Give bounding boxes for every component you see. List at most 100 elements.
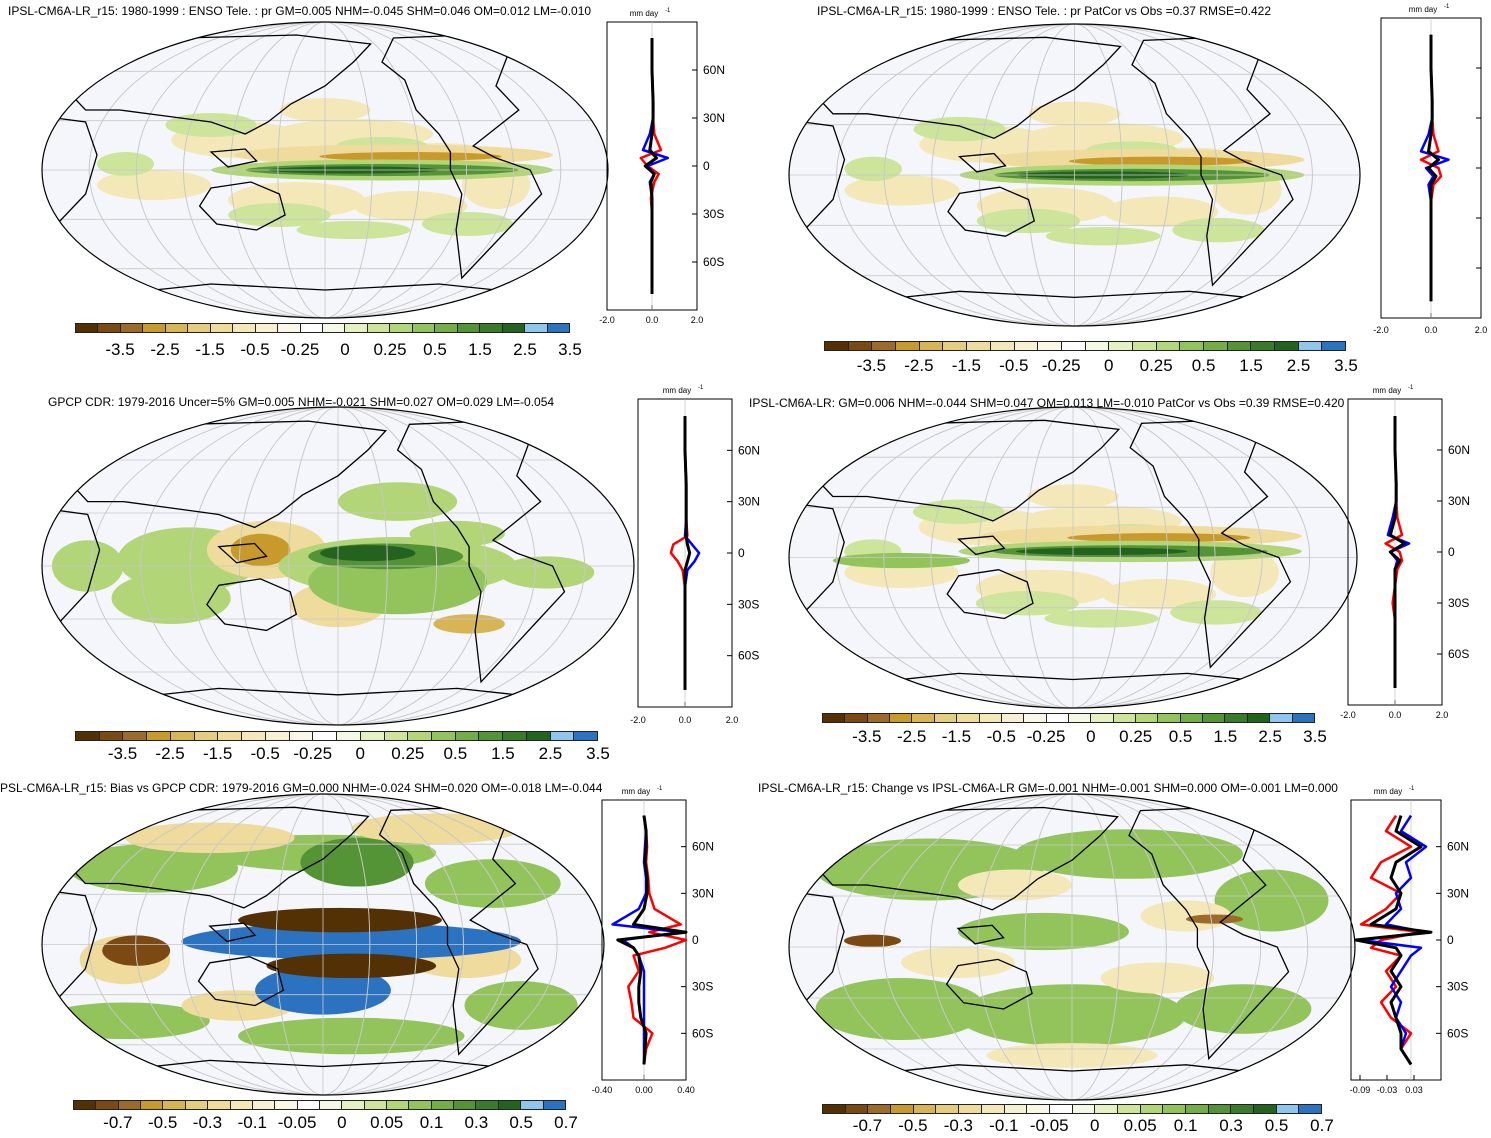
panel-3: GPCP CDR: 1979-2016 Uncer=5% GM=0.005 NH…	[0, 385, 760, 770]
colorbar-labels: -0.7 -0.5 -0.3 -0.1 -0.05 0 0.05 0.1 0.3 0.5 0.7	[822, 1116, 1334, 1138]
colorbar-cell	[210, 324, 234, 332]
colorbar-cell	[387, 1101, 410, 1109]
x-tick-label: -2.0	[599, 315, 615, 325]
colorbar-cell	[990, 342, 1015, 350]
graticule	[42, 407, 634, 725]
map-border	[41, 21, 609, 319]
colorbar-cell	[1231, 1105, 1255, 1113]
lat-label: 0	[692, 933, 699, 947]
colorbar-cell	[1156, 342, 1181, 350]
colorbar-tick-label: -0.25	[293, 744, 333, 763]
x-tick-label: 2.0	[1436, 710, 1449, 720]
colorbar-cell	[367, 324, 391, 332]
units-label: mm day	[663, 386, 691, 395]
colorbar-cell	[265, 732, 290, 740]
colorbar-cell	[845, 1105, 869, 1113]
colorbar-tick-label: -0.25	[280, 340, 320, 359]
colorbar-tick-label: -0.05	[277, 1113, 317, 1132]
colorbar-tick-label: -0.5	[986, 727, 1016, 746]
graticule	[789, 407, 1357, 708]
colorbar-cell	[170, 732, 195, 740]
anomaly-patch	[464, 981, 578, 1030]
colorbar-tick-label: 0.25	[1119, 727, 1153, 746]
x-tick-label: 2.0	[726, 715, 739, 725]
profile-series-black	[683, 416, 692, 690]
anomaly-patch	[1172, 217, 1265, 243]
colorbar-tick-label: 0.5	[1191, 356, 1216, 375]
lat-label: 30N	[703, 111, 725, 125]
colorbar-tick-label: -1.5	[202, 744, 233, 763]
lat-label: 0	[738, 546, 745, 560]
colorbar-cell	[823, 1105, 846, 1113]
colorbar-cell	[364, 1101, 388, 1109]
zonal-mean-profile: mm day -1 60N 30N 0 30S 60S -0.09 -0.03 0.03	[1350, 786, 1469, 1095]
profile-series-red	[627, 815, 688, 1065]
colorbar-cell	[230, 1101, 253, 1109]
colorbar-cell	[1038, 342, 1062, 350]
colorbar-cell	[1203, 714, 1226, 722]
anomaly-patch	[901, 947, 1015, 978]
colorbar-cell	[322, 324, 346, 332]
anomaly-patch	[844, 934, 901, 947]
anomaly-patch	[97, 152, 154, 176]
colorbar-tick-label: -0.5	[250, 744, 280, 763]
anomaly-patch	[97, 170, 211, 200]
colorbar-cell	[913, 1105, 937, 1113]
colorbar-tick-label: -0.05	[1029, 1116, 1069, 1135]
colorbar-cell	[1046, 714, 1069, 722]
colorbar-cell	[1085, 342, 1110, 350]
anomaly-patch	[421, 212, 514, 236]
x-tick-label: 0.03	[1405, 1085, 1423, 1095]
lat-label: 30N	[1447, 886, 1469, 900]
anomaly-patch	[433, 614, 505, 634]
anomaly-patch	[1015, 547, 1188, 556]
profile-series-blue	[683, 416, 701, 690]
graticule	[789, 794, 1355, 1100]
lat-label: 60S	[703, 255, 724, 269]
colorbar-cell	[99, 732, 124, 740]
colorbar-cell	[547, 324, 569, 332]
colorbar-cell	[890, 714, 913, 722]
colorbar-cell	[1163, 1105, 1186, 1113]
colorbar-tick-label: -0.3	[192, 1113, 223, 1132]
x-tick-label: 0.00	[635, 1085, 653, 1095]
colorbar-cell	[118, 1101, 142, 1109]
anomaly-patch	[1044, 609, 1159, 628]
colorbar-tick-label: 0.5	[1168, 727, 1193, 746]
colorbar-cell	[147, 732, 171, 740]
colorbar-cell	[188, 324, 211, 332]
x-tick-label: -0.40	[592, 1085, 613, 1095]
colorbar-cell	[1095, 1105, 1118, 1113]
colorbar-cell	[1068, 714, 1092, 722]
colorbar-cell	[934, 714, 958, 722]
colorbar-cell	[943, 342, 968, 350]
colorbar-cell	[981, 1105, 1005, 1113]
units-label: mm day	[1409, 5, 1437, 14]
profile-series-black	[1354, 815, 1433, 1066]
colorbar-cell	[384, 732, 409, 740]
anomaly-patch	[844, 156, 902, 182]
units-exponent: -1	[1444, 4, 1450, 10]
lat-label: 60S	[1447, 1026, 1468, 1040]
x-tick-label: 0.0	[1389, 710, 1402, 720]
anomaly-patch	[832, 552, 971, 569]
profile-series-black	[1427, 34, 1440, 302]
graticule	[789, 24, 1360, 326]
colorbar-cell	[1275, 342, 1299, 350]
map-border	[41, 406, 635, 726]
colorbar-tick-label: 3.5	[586, 744, 610, 763]
colorbar-cell	[143, 324, 166, 332]
colorbar-tick-label: 0.5	[509, 1113, 533, 1132]
colorbar-cell	[1049, 1105, 1073, 1113]
colorbar-tick-label: -2.5	[904, 356, 934, 375]
x-tick-label: -0.03	[1377, 1085, 1398, 1095]
colorbar-cell	[96, 1101, 119, 1109]
colorbar-cell	[218, 732, 243, 740]
colorbar-tick-label: 0.3	[1219, 1116, 1243, 1135]
colorbar-cell	[525, 324, 548, 332]
x-tick-label: -2.0	[630, 715, 646, 725]
colorbar-tick-label: -0.7	[852, 1116, 883, 1135]
colorbar-tick-label: -0.3	[943, 1116, 974, 1135]
colorbar-tick-label: 0	[1103, 356, 1114, 375]
colorbar-cell	[233, 324, 256, 332]
